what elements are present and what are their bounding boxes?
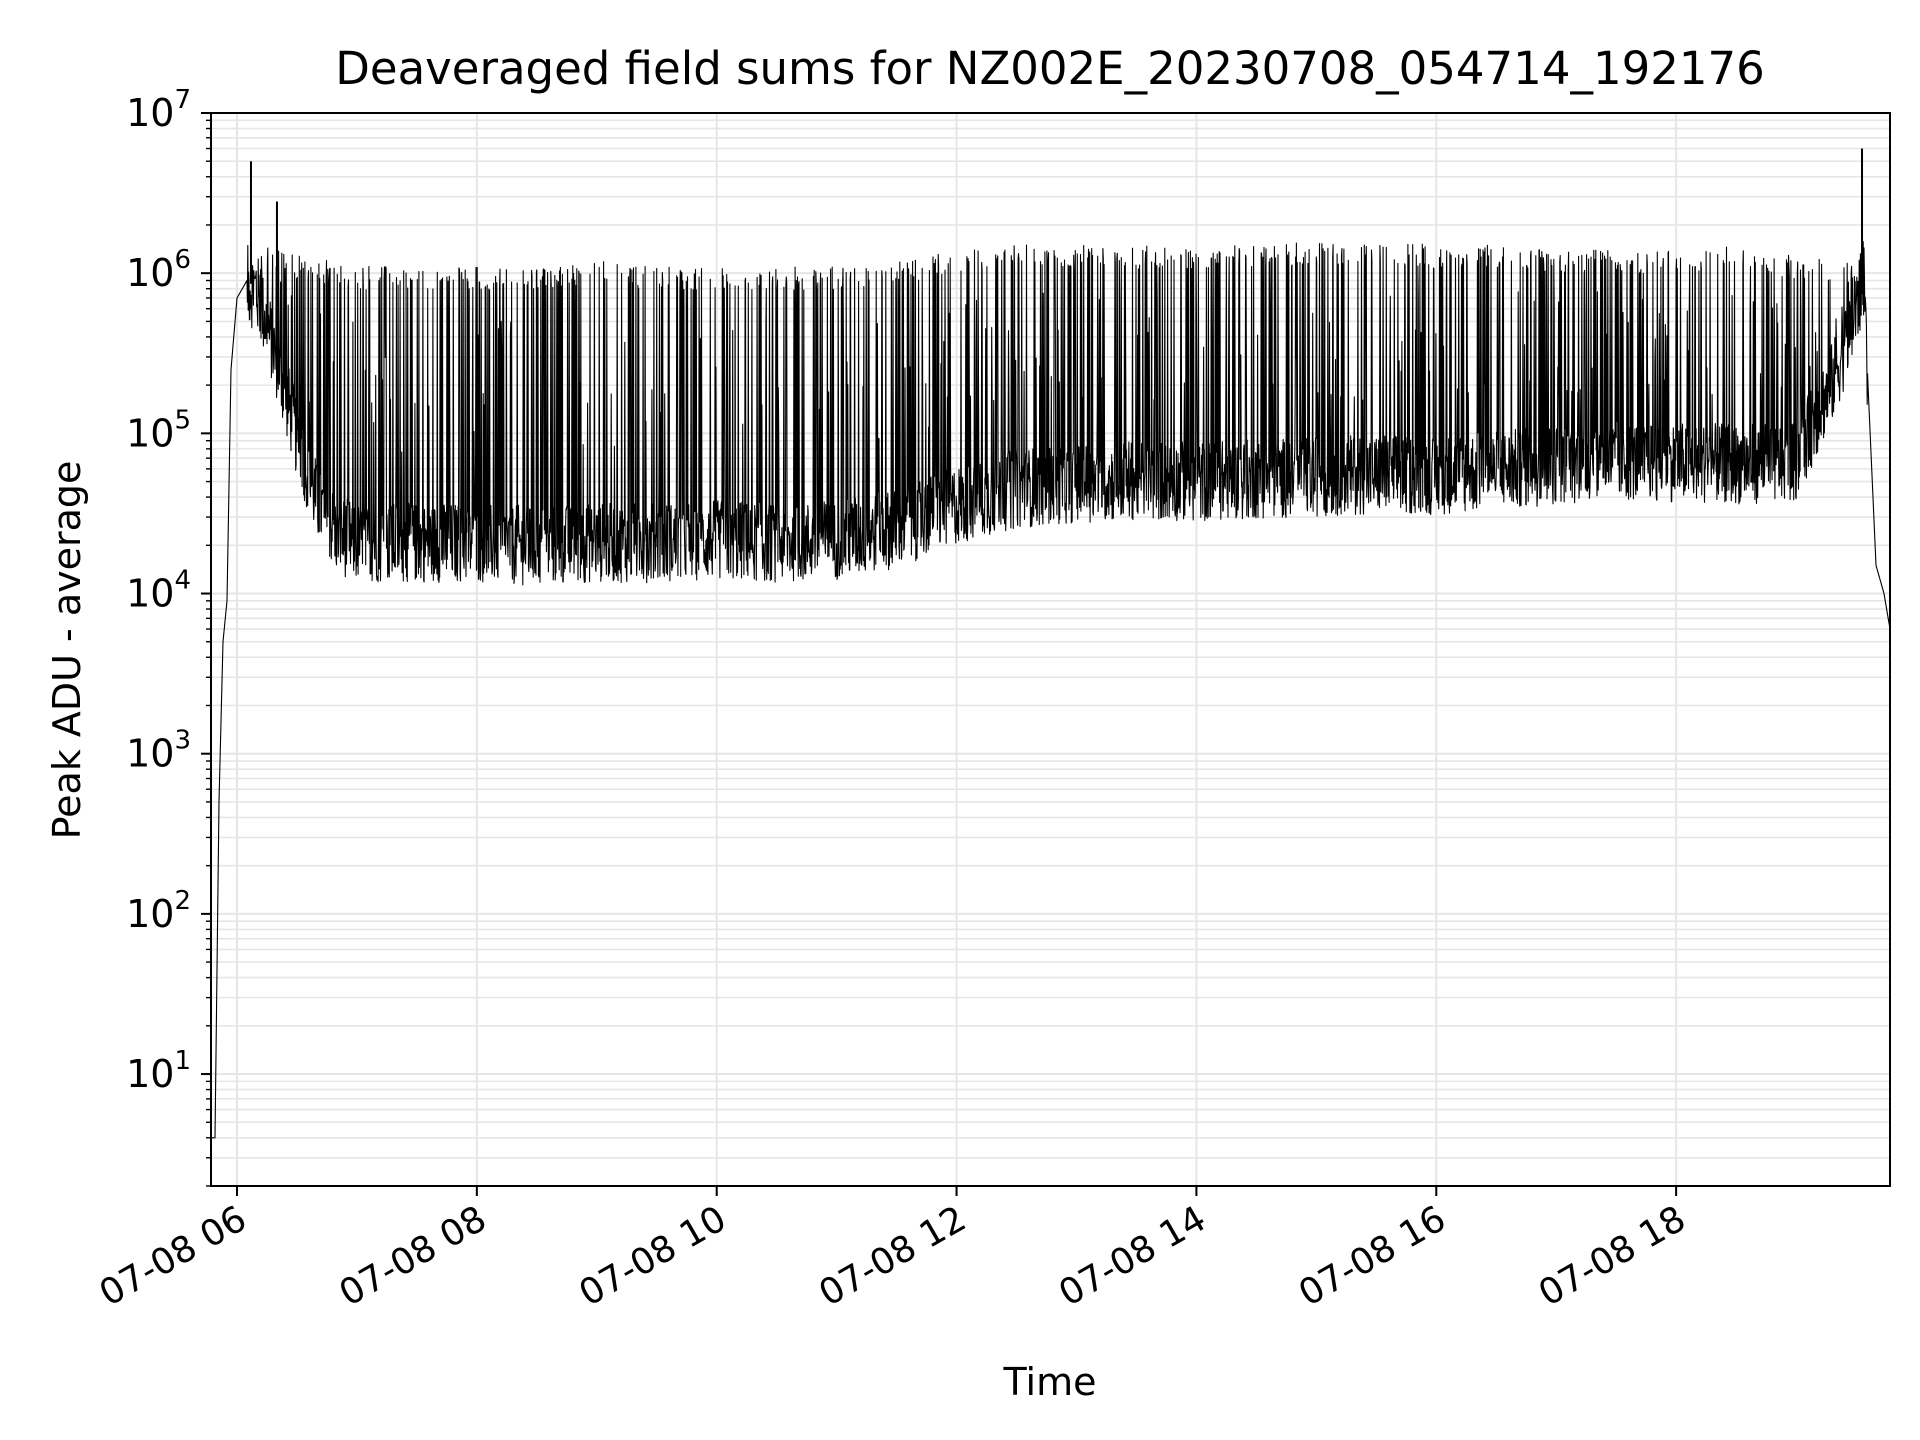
x-tick-label: 07-08 08 (333, 1198, 494, 1314)
y-tick-label: 103 (126, 726, 191, 776)
x-tick-label: 07-08 06 (93, 1198, 254, 1314)
y-axis: 101 102 103 104 105 106 107 (126, 85, 211, 1187)
x-tick-label: 07-08 10 (573, 1198, 734, 1314)
y-tick-label: 101 (126, 1046, 191, 1096)
x-tick-label: 07-08 16 (1292, 1198, 1453, 1314)
series-layer (210, 148, 1891, 1139)
x-axis-label: Time (1003, 1360, 1097, 1404)
x-tick-label: 07-08 12 (812, 1198, 973, 1314)
x-tick-label: 07-08 14 (1052, 1198, 1213, 1314)
series-line (210, 238, 1891, 1139)
x-axis: 07-08 06 07-08 08 07-08 10 07-08 12 07-08 14… (93, 1186, 1693, 1315)
y-tick-label: 102 (126, 886, 191, 936)
y-axis-label: Peak ADU - average (45, 461, 89, 840)
plot-frame (210, 112, 1891, 1187)
y-tick-label: 106 (126, 245, 191, 295)
chart-title: Deaveraged field sums for NZ002E_2023070… (335, 42, 1764, 95)
y-tick-label: 104 (126, 566, 191, 616)
y-tick-label: 107 (126, 85, 191, 135)
y-tick-label: 105 (126, 405, 191, 455)
x-tick-label: 07-08 18 (1532, 1198, 1693, 1314)
